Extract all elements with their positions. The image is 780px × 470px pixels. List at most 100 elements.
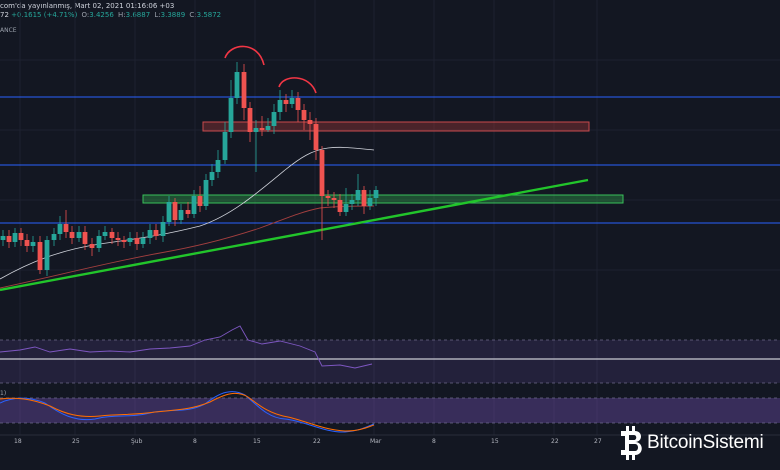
grid: [0, 0, 780, 435]
candle-down: [6, 236, 12, 242]
close-label: C:: [189, 11, 197, 19]
candle-up: [349, 200, 355, 204]
bitcoin-logo-icon: [621, 426, 642, 460]
time-axis-label: 27: [594, 438, 602, 445]
candle-up: [228, 98, 234, 132]
candle-up: [160, 222, 166, 236]
candle-up: [355, 190, 361, 200]
candle-up: [12, 233, 18, 242]
candle-up: [76, 232, 82, 238]
resistance-zone[interactable]: [202, 121, 590, 132]
time-axis-label: 8: [193, 438, 197, 445]
candle-down: [134, 238, 140, 244]
rising-trendline[interactable]: [0, 178, 589, 292]
price-fragment: 72: [0, 11, 9, 19]
candle-up: [57, 224, 63, 234]
candle-down: [24, 240, 30, 246]
time-axis-label: 15: [253, 438, 261, 445]
candle-down: [361, 190, 367, 206]
low-value: 3.3889: [160, 11, 186, 19]
candle-down: [313, 124, 319, 150]
candle-down: [325, 196, 331, 198]
double-top-arc-left[interactable]: [224, 45, 265, 66]
candle-down: [247, 108, 253, 132]
candle-up: [367, 198, 373, 206]
candle-down: [301, 110, 307, 120]
candle-up: [140, 238, 146, 244]
candle-down: [337, 200, 343, 212]
candle-down: [331, 198, 337, 200]
open-value: 3.4256: [89, 11, 114, 19]
candle-down: [241, 72, 247, 108]
candle-up: [203, 180, 209, 206]
candle-up: [147, 230, 153, 238]
candle-up: [191, 196, 197, 214]
stoch-rsi-panel: [0, 391, 780, 433]
published-info: com'da yayınlanmış, Mart 02, 2021 01:16:…: [0, 0, 780, 12]
low-label: L:: [154, 11, 161, 19]
indicator-tag: 1): [0, 390, 7, 397]
brand-name: BitcoinSistemi: [647, 432, 764, 453]
time-axis-label: 22: [551, 438, 559, 445]
candle-down: [259, 128, 265, 130]
candle-up: [127, 238, 133, 242]
candle-down: [307, 120, 313, 124]
time-axis-label: Şub: [131, 438, 143, 445]
exchange-label: ANCE: [0, 27, 17, 34]
candle-up: [222, 132, 228, 160]
change-value: +0.1615 (+4.71%): [11, 11, 78, 19]
time-axis-label: 25: [72, 438, 80, 445]
candle-down: [319, 150, 325, 196]
ohlc-readout: 72 +0.1615 (+4.71%) O:3.4256 H:3.6887 L:…: [0, 10, 221, 20]
candle-down: [69, 232, 75, 238]
candle-up: [102, 232, 108, 236]
candle-up: [96, 236, 102, 248]
candle-up: [178, 210, 184, 220]
candles: [0, 62, 379, 276]
high-value: 3.6887: [125, 11, 151, 19]
time-axis-label: 22: [313, 438, 321, 445]
candle-up: [44, 240, 50, 270]
candle-down: [63, 224, 69, 232]
support-zone[interactable]: [142, 194, 624, 204]
brand-watermark: BitcoinSistemi: [617, 423, 777, 463]
candle-down: [18, 233, 24, 240]
candle-down: [153, 230, 159, 236]
candle-down: [295, 98, 301, 110]
candle-down: [197, 196, 203, 206]
candle-up: [343, 204, 349, 212]
open-label: O:: [81, 11, 90, 19]
time-axis-label: Mar: [370, 438, 382, 445]
close-value: 3.5872: [196, 11, 222, 19]
high-label: H:: [118, 11, 126, 19]
candle-down: [185, 210, 191, 214]
candle-down: [37, 242, 43, 270]
double-top-arc-right[interactable]: [278, 77, 317, 94]
candle-up: [271, 112, 277, 126]
time-axis-label: 18: [14, 438, 22, 445]
candle-up: [215, 160, 221, 172]
candle-up: [373, 190, 379, 198]
candle-down: [172, 202, 178, 220]
candle-down: [89, 244, 95, 248]
time-axis-label: 15: [491, 438, 499, 445]
candle-up: [289, 98, 295, 104]
candle-up: [209, 172, 215, 180]
published-text: com'da yayınlanmış, Mart 02, 2021 01:16:…: [0, 2, 175, 10]
candle-up: [265, 126, 271, 130]
candle-down: [121, 240, 127, 242]
candle-up: [253, 128, 259, 132]
candle-down: [82, 232, 88, 244]
moving-average-slow: [0, 205, 375, 289]
candle-down: [109, 232, 115, 238]
candle-up: [0, 236, 6, 240]
candle-down: [115, 238, 121, 240]
candle-down: [283, 100, 289, 104]
candle-up: [234, 72, 240, 98]
rsi-panel: [0, 325, 780, 384]
candle-up: [51, 234, 57, 240]
time-axis-label: 8: [432, 438, 436, 445]
candle-up: [30, 242, 36, 246]
